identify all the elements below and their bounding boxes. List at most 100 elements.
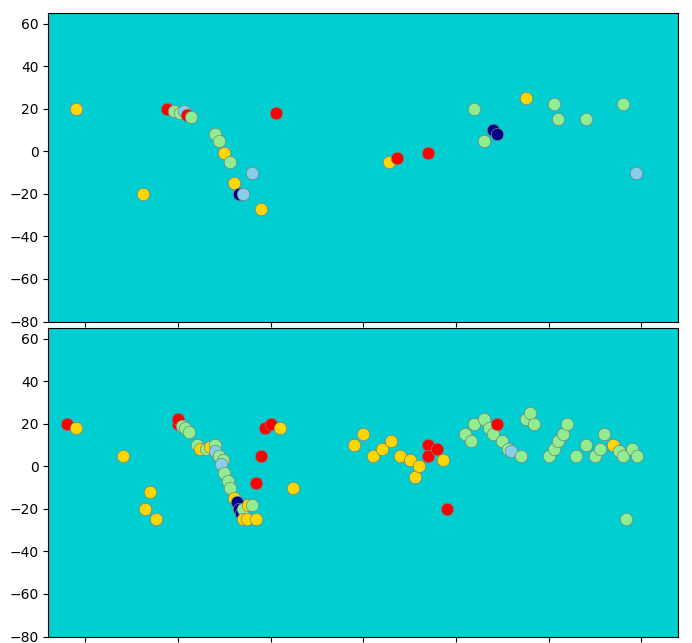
Point bbox=[626, 444, 637, 455]
Point bbox=[241, 514, 252, 525]
Point bbox=[491, 129, 502, 140]
Point bbox=[223, 476, 234, 486]
Point bbox=[237, 503, 248, 514]
Point bbox=[465, 435, 476, 446]
Point bbox=[215, 459, 226, 469]
Point bbox=[235, 508, 246, 518]
Point bbox=[191, 440, 202, 450]
Point bbox=[491, 419, 502, 429]
Point bbox=[219, 467, 230, 478]
Point bbox=[172, 419, 183, 429]
Point bbox=[139, 503, 150, 514]
Point bbox=[432, 444, 443, 455]
Point bbox=[552, 435, 563, 446]
Point bbox=[549, 444, 560, 455]
Point bbox=[391, 152, 402, 163]
Point bbox=[385, 435, 397, 446]
Point bbox=[423, 148, 434, 158]
Point bbox=[367, 451, 378, 461]
Point bbox=[256, 451, 267, 461]
Point bbox=[395, 451, 406, 461]
Point bbox=[376, 444, 388, 455]
Point bbox=[185, 112, 197, 122]
Point bbox=[484, 423, 495, 433]
Point bbox=[423, 451, 434, 461]
Point bbox=[237, 514, 248, 525]
Point bbox=[246, 167, 257, 177]
Point bbox=[506, 446, 517, 457]
Point bbox=[413, 461, 424, 471]
Point bbox=[487, 430, 498, 440]
Point bbox=[521, 414, 532, 424]
Point bbox=[210, 129, 221, 140]
Point bbox=[515, 451, 526, 461]
Point bbox=[410, 472, 421, 482]
Point bbox=[271, 108, 282, 118]
Point bbox=[256, 204, 267, 214]
Point bbox=[287, 482, 298, 493]
Point bbox=[561, 419, 572, 429]
Point bbox=[404, 455, 415, 465]
Point bbox=[478, 136, 489, 146]
Point bbox=[617, 99, 628, 109]
Point bbox=[210, 446, 221, 457]
Point bbox=[543, 451, 554, 461]
Point bbox=[632, 451, 643, 461]
Point bbox=[260, 423, 271, 433]
Point bbox=[150, 514, 161, 525]
Point bbox=[172, 414, 183, 424]
Point bbox=[580, 440, 591, 450]
Point bbox=[599, 430, 610, 440]
Point bbox=[423, 440, 434, 450]
Point bbox=[219, 148, 230, 158]
Point bbox=[137, 188, 148, 199]
Point bbox=[441, 503, 452, 514]
Point bbox=[180, 423, 191, 433]
Point bbox=[528, 419, 539, 429]
Point bbox=[621, 514, 632, 525]
Point bbox=[487, 125, 498, 135]
Point bbox=[224, 157, 235, 167]
Point bbox=[183, 427, 194, 437]
Point bbox=[497, 435, 508, 446]
Point bbox=[251, 478, 262, 489]
Point bbox=[237, 188, 248, 199]
Point bbox=[608, 440, 619, 450]
Point bbox=[62, 419, 73, 429]
Point bbox=[459, 430, 471, 440]
Point bbox=[234, 188, 245, 199]
Point bbox=[71, 104, 82, 114]
Point bbox=[580, 114, 591, 125]
Point bbox=[558, 430, 569, 440]
Point bbox=[224, 482, 235, 493]
Point bbox=[161, 104, 172, 114]
Point bbox=[210, 440, 221, 450]
Point bbox=[194, 444, 206, 455]
Point bbox=[595, 444, 606, 455]
Point bbox=[265, 419, 276, 429]
Point bbox=[174, 108, 185, 118]
Point bbox=[234, 503, 245, 514]
Point bbox=[251, 514, 262, 525]
Point bbox=[217, 455, 228, 465]
Point bbox=[169, 105, 180, 116]
Point bbox=[117, 451, 128, 461]
Point bbox=[275, 423, 286, 433]
Point bbox=[552, 114, 563, 125]
Point bbox=[228, 178, 239, 188]
Point bbox=[213, 136, 224, 146]
Point bbox=[178, 105, 189, 116]
Point bbox=[232, 497, 243, 507]
Point bbox=[478, 414, 489, 424]
Point bbox=[71, 423, 82, 433]
Point bbox=[243, 500, 254, 510]
Point bbox=[521, 93, 532, 103]
Point bbox=[469, 104, 480, 114]
Point bbox=[525, 408, 536, 418]
Point bbox=[630, 167, 641, 177]
Point bbox=[182, 110, 193, 120]
Point bbox=[213, 451, 224, 461]
Point bbox=[176, 421, 188, 431]
Point bbox=[617, 451, 628, 461]
Point bbox=[613, 446, 624, 457]
